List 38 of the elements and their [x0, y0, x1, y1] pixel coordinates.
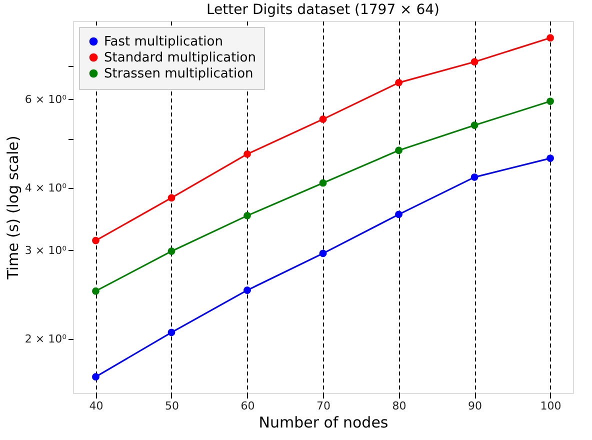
point: [470, 122, 478, 129]
y-tick-label: 6 × 10⁰: [24, 92, 68, 106]
legend-label: Fast multiplication: [104, 34, 223, 50]
point: [168, 328, 176, 336]
y-axis-title: Time (s) (log scale): [4, 136, 22, 280]
x-tick-label: 40: [89, 400, 104, 412]
point: [546, 34, 554, 42]
point: [546, 98, 554, 105]
point: [168, 248, 176, 255]
y-tick-label: 2 × 10⁰: [24, 332, 68, 346]
point: [546, 154, 554, 162]
legend-label: Standard multiplication: [104, 50, 256, 66]
point: [92, 287, 100, 295]
y-tick-label: 3 × 10⁰: [24, 244, 68, 257]
point: [395, 146, 402, 154]
point: [319, 116, 327, 123]
x-tick-label: 100: [540, 400, 562, 412]
chart-title: Letter Digits dataset (1797 × 64): [206, 2, 440, 18]
x-axis-title: Number of nodes: [258, 414, 388, 432]
x-tick-label: 50: [164, 400, 179, 412]
x-tick-label: 60: [240, 400, 255, 412]
x-tick-label: 80: [392, 400, 406, 412]
point: [395, 210, 402, 218]
point: [319, 179, 327, 187]
point: [470, 173, 478, 181]
point: [319, 250, 327, 258]
point: [168, 194, 176, 202]
x-tick-label: 90: [468, 400, 482, 412]
point: [92, 236, 100, 244]
y-tick-label: 4 × 10⁰: [24, 181, 68, 194]
point: [470, 58, 478, 66]
point: [395, 78, 402, 86]
point: [92, 373, 100, 381]
point: [244, 286, 251, 294]
legend-label: Strassen multiplication: [104, 66, 254, 82]
point: [244, 150, 251, 158]
x-tick-label: 70: [316, 400, 330, 412]
point: [244, 212, 251, 220]
